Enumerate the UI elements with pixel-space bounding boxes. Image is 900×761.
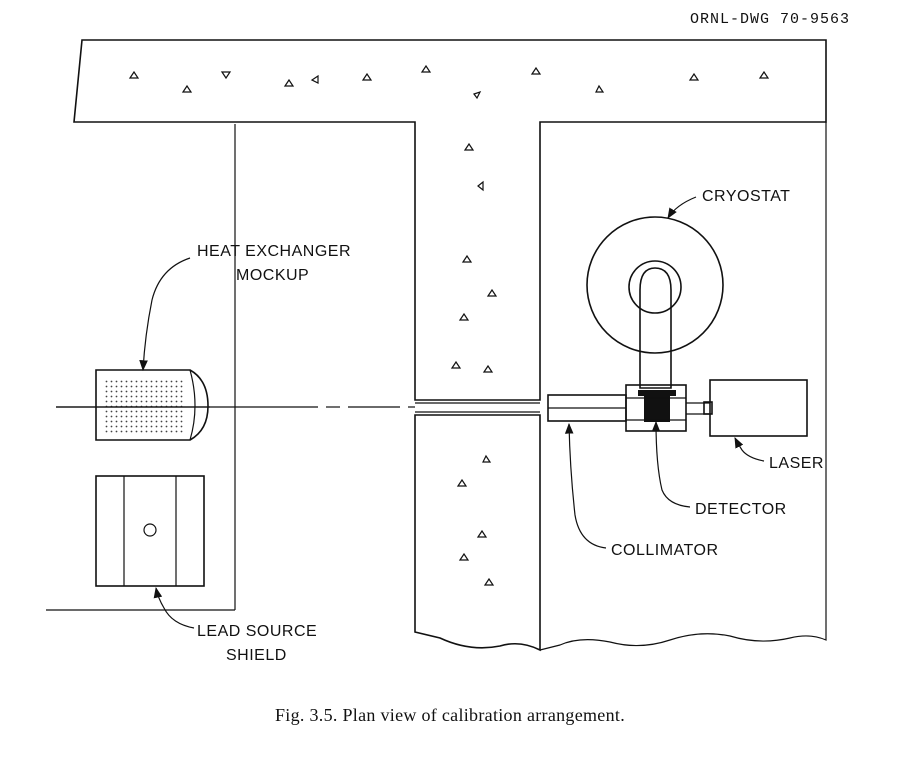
right-room-outline bbox=[539, 122, 827, 651]
label-mockup: MOCKUP bbox=[236, 267, 309, 284]
label-detector: DETECTOR bbox=[695, 501, 787, 518]
left-room-outline bbox=[46, 124, 236, 611]
label-laser: LASER bbox=[769, 455, 824, 472]
cryostat bbox=[586, 216, 724, 389]
label-cryostat: CRYOSTAT bbox=[702, 188, 790, 205]
label-heat-exchanger: HEAT EXCHANGER bbox=[197, 243, 351, 260]
heat-exchanger-mockup bbox=[56, 369, 210, 441]
lead-source-shield bbox=[95, 475, 205, 587]
laser bbox=[686, 379, 808, 437]
leader-lines bbox=[139, 196, 765, 629]
collimator bbox=[547, 394, 627, 422]
concrete-wall bbox=[73, 39, 827, 652]
drawing-number: ORNL-DWG 70-9563 bbox=[690, 11, 850, 28]
label-lead-source: LEAD SOURCE bbox=[197, 623, 317, 640]
figure-caption: Fig. 3.5. Plan view of calibration arran… bbox=[274, 705, 625, 725]
label-shield: SHIELD bbox=[226, 647, 287, 664]
detector bbox=[625, 384, 687, 432]
label-collimator: COLLIMATOR bbox=[611, 542, 719, 559]
